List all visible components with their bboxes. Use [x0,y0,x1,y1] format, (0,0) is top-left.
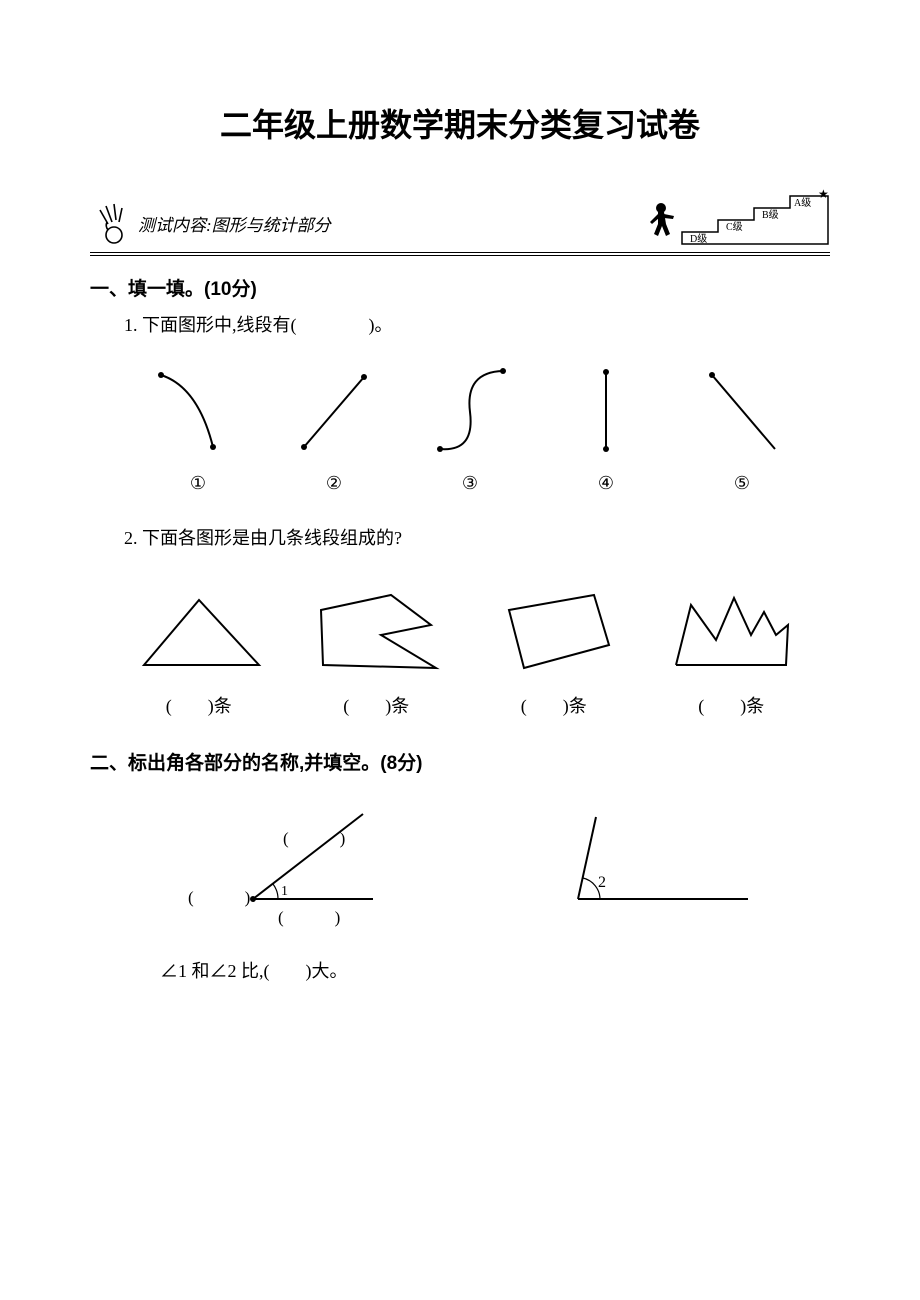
level-c-label: C级 [726,221,743,233]
angle-2-diagram: 2 [548,799,768,939]
line-labels-row: ① ② ③ ④ ⑤ [130,473,810,494]
question-2: 2. 下面各图形是由几条线段组成的? [124,524,830,550]
ok-hand-icon [90,200,132,246]
level-a-label: A级 [794,197,811,209]
level-b-label: B级 [762,209,779,221]
header-band: 测试内容:图形与统计部分 D级 C级 B级 A级 ★ [90,186,830,256]
climbing-figure-icon [644,200,678,246]
angle-compare-text: ∠1 和∠2 比,( )大。 [160,957,830,983]
shape-triangle [124,580,274,680]
page-title: 二年级上册数学期末分类复习试卷 [90,100,830,146]
shape-label-2: ( )条 [301,692,451,718]
shape-quad [479,580,629,680]
angle-1-diagram: 1 ( ) ( ) ( ) [183,799,443,939]
shape-arrow [301,580,451,680]
angle-diagrams: 1 ( ) ( ) ( ) 2 [130,799,820,939]
shape-label-1: ( )条 [124,692,274,718]
header-right: D级 C级 B级 A级 ★ [644,188,830,246]
section-2-head: 二、标出角各部分的名称,并填空。(8分) [90,748,830,775]
star-icon: ★ [818,188,829,201]
label-4: ④ [551,473,661,494]
header-left: 测试内容:图形与统计部分 [90,200,331,246]
line-shape-3 [415,357,525,467]
label-5: ⑤ [687,473,797,494]
level-d-label: D级 [690,233,707,245]
shape-label-4: ( )条 [656,692,806,718]
svg-text:1: 1 [281,884,288,899]
level-stairs: D级 C级 B级 A级 ★ [680,188,830,246]
svg-text:( ): ( ) [188,888,250,907]
line-shape-1 [143,357,253,467]
line-shape-4 [551,357,661,467]
svg-text:( ): ( ) [283,829,345,848]
label-1: ① [143,473,253,494]
line-shape-5 [687,357,797,467]
label-3: ③ [415,473,525,494]
label-2: ② [279,473,389,494]
polygon-shapes-row [110,570,820,680]
shape-crown [656,580,806,680]
svg-text:2: 2 [598,874,606,891]
line-segments-row [130,347,810,467]
shape-labels-row: ( )条 ( )条 ( )条 ( )条 [110,692,820,718]
question-1: 1. 下面图形中,线段有( )。 [124,311,830,337]
test-info: 测试内容:图形与统计部分 [138,211,331,236]
shape-label-3: ( )条 [479,692,629,718]
line-shape-2 [279,357,389,467]
section-1-head: 一、填一填。(10分) [90,274,830,301]
svg-text:( ): ( ) [278,908,340,927]
